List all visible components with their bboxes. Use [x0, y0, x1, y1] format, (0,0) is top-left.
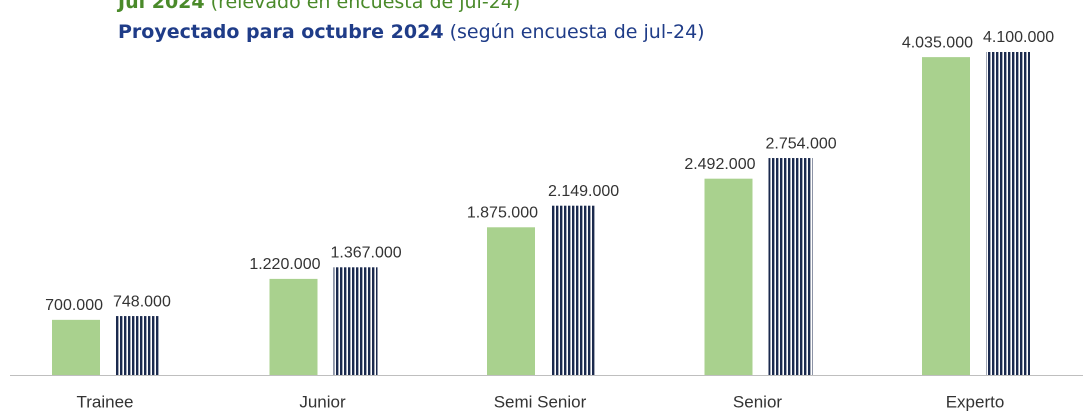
data-label: 1.367.000	[331, 245, 402, 262]
bar	[551, 205, 595, 375]
bar	[333, 267, 378, 375]
legend-name: Proyectado para octubre 2024	[118, 21, 444, 43]
legend-note: (según encuesta de jul-24)	[450, 21, 705, 43]
data-label: 700.000	[45, 297, 103, 314]
bar	[704, 178, 753, 375]
bar	[269, 278, 318, 375]
data-label: 2.492.000	[684, 156, 755, 173]
data-label: 1.875.000	[467, 205, 538, 222]
data-label: 748.000	[113, 293, 171, 310]
data-label: 2.149.000	[548, 183, 619, 200]
x-tick-label: Semi Senior	[494, 392, 587, 411]
data-label: 4.035.000	[902, 34, 973, 51]
data-label: 2.754.000	[766, 135, 837, 152]
data-label: 1.220.000	[249, 256, 320, 273]
legend-note: (relevado en encuesta de jul-24)	[211, 0, 521, 13]
x-tick-label: Experto	[946, 392, 1005, 411]
legend-name: Jul 2024	[116, 0, 205, 13]
bar	[768, 158, 813, 375]
bar	[986, 52, 1030, 375]
x-tick-label: Trainee	[76, 392, 133, 411]
bar	[487, 227, 535, 375]
bar	[922, 57, 970, 376]
bar	[52, 319, 100, 375]
x-tick-label: Senior	[733, 392, 782, 411]
legend-entry: Jul 2024 (relevado en encuesta de jul-24…	[116, 0, 520, 13]
bar	[116, 316, 160, 375]
x-tick-label: Junior	[299, 392, 346, 411]
data-label: 4.100.000	[983, 29, 1054, 46]
legend-entry: Proyectado para octubre 2024 (según encu…	[118, 21, 705, 43]
